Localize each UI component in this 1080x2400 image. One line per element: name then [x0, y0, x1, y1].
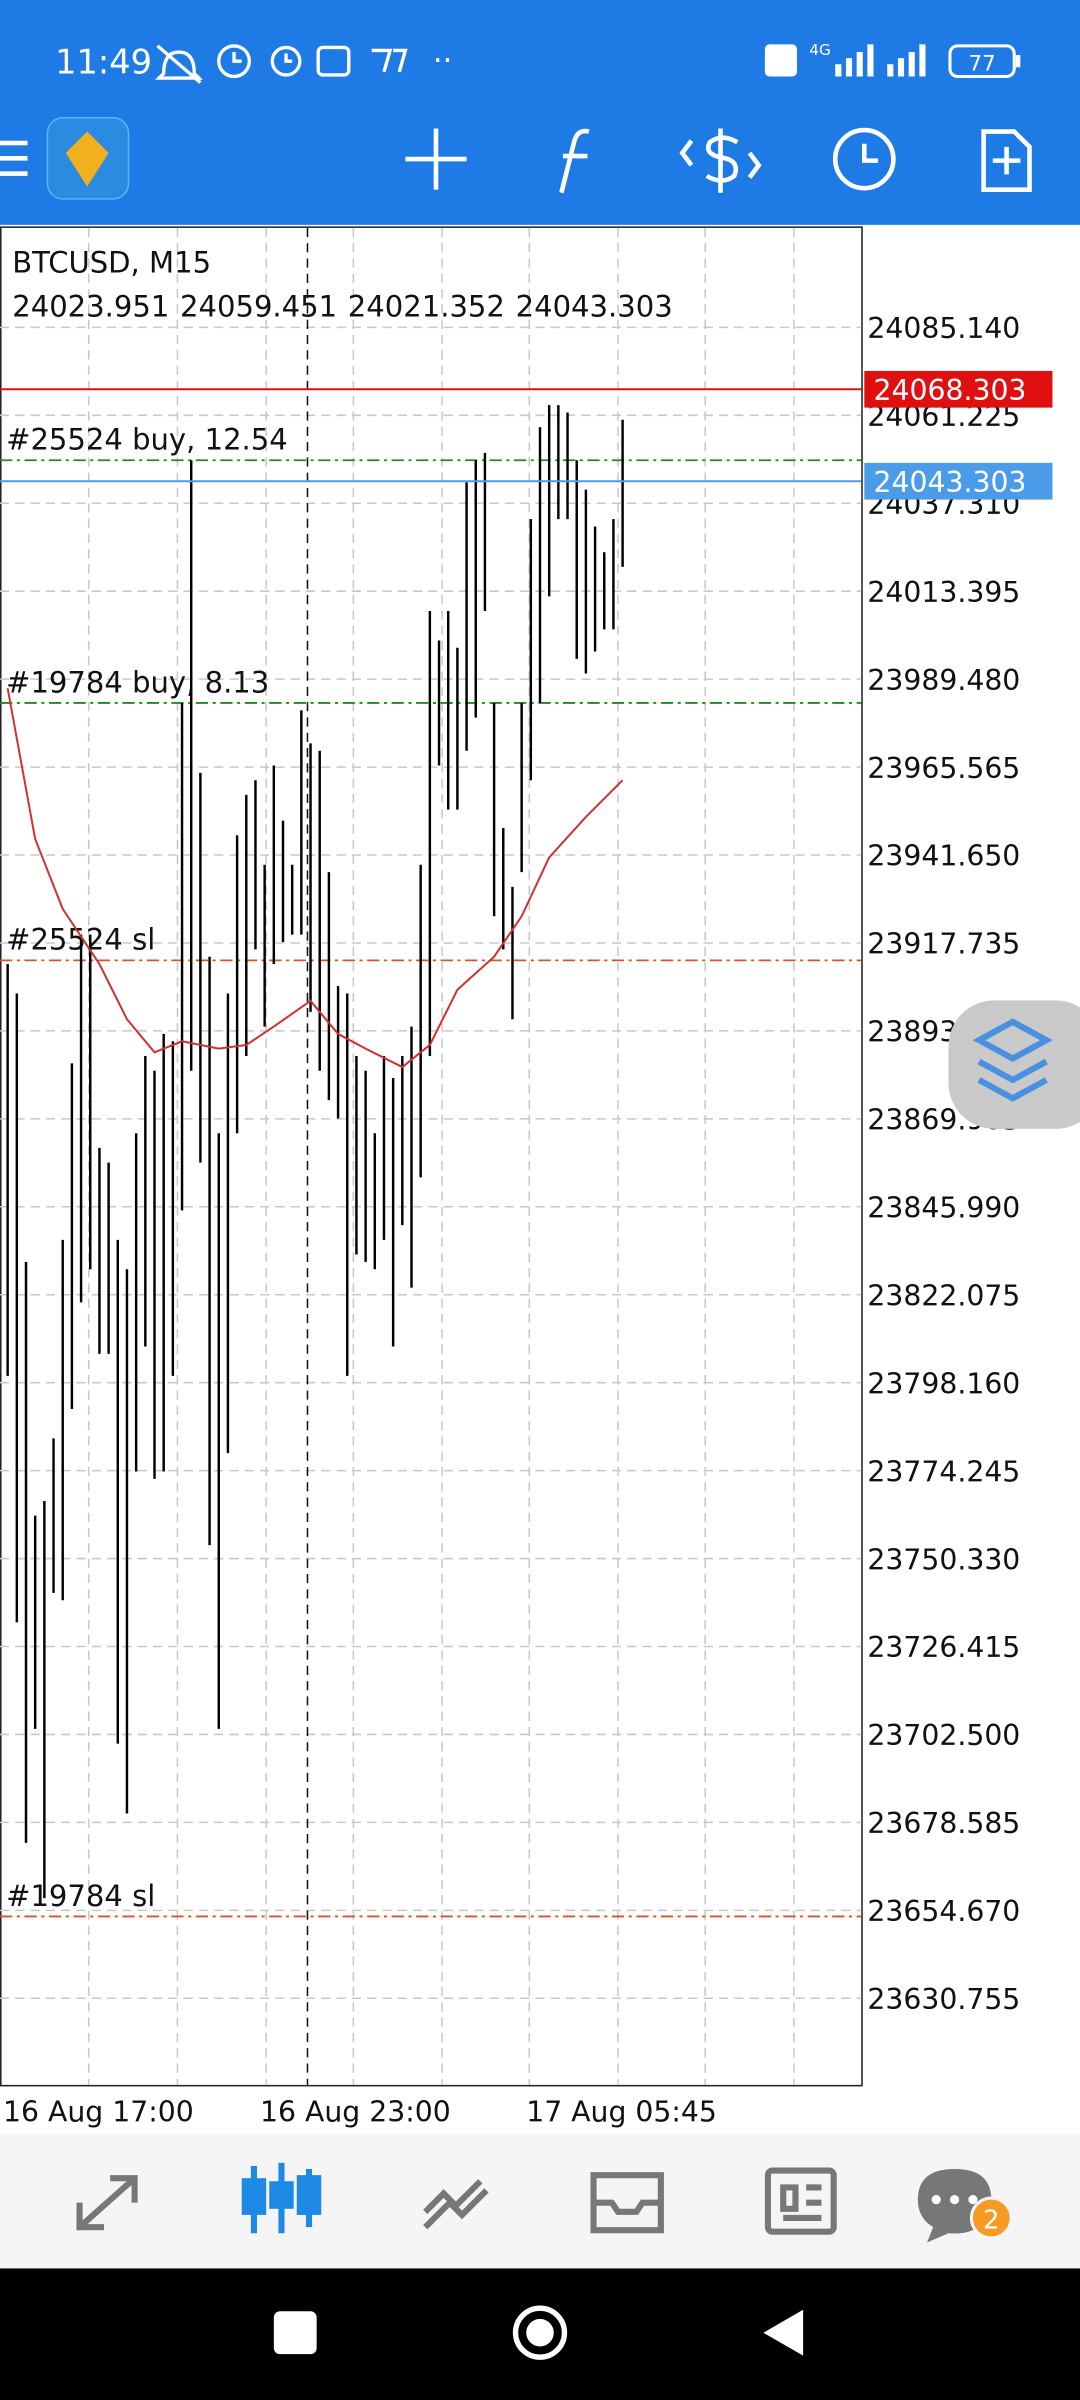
y-tick-label: 23798.160 [867, 1367, 1020, 1400]
toolbar-icons[interactable] [405, 127, 1032, 194]
volte-icon [764, 44, 797, 77]
chat-dots [931, 2195, 978, 2205]
ohlc-header: 24023.951 24059.451 24021.352 24043.303 [12, 290, 672, 324]
x-tick-label: 17 Aug 05:45 [526, 2096, 717, 2129]
chart-title: BTCUSD, M15 [12, 245, 211, 279]
nav-charts[interactable] [241, 2162, 322, 2234]
price-tag [864, 462, 1053, 500]
y-tick-label: 23630.755 [867, 1983, 1020, 2016]
status-icons [155, 44, 408, 84]
app-icon-glyph [65, 131, 109, 187]
close: 24043.303 [516, 290, 673, 324]
high: 24059.451 [180, 290, 337, 324]
axis: 24085.14024061.22524037.31024013.3952398… [3, 312, 1053, 2129]
y-tick-label: 23750.330 [867, 1543, 1020, 1576]
order-label: #25524 buy, 12.54 [6, 423, 288, 457]
y-tick-label: 23774.245 [867, 1455, 1020, 1488]
price-tag-label: 24043.303 [873, 466, 1026, 499]
clock: 11:49 [55, 42, 152, 81]
y-tick-label: 23702.500 [867, 1719, 1020, 1752]
y-tick-label: 23726.415 [867, 1631, 1020, 1664]
bottom-nav [0, 2133, 1080, 2269]
y-tick-label: 23941.650 [867, 840, 1020, 873]
home-dot [526, 2318, 554, 2347]
y-tick-label: 23965.565 [867, 752, 1020, 785]
price-tag [864, 370, 1053, 408]
back-button[interactable] [763, 2309, 804, 2356]
moving-average [6, 688, 624, 1069]
battery-outline [948, 44, 1016, 79]
chart-frame [0, 226, 863, 2087]
y-tick-label: 23678.585 [867, 1807, 1020, 1840]
recents-button[interactable] [273, 2311, 317, 2355]
status-more: ·· [433, 43, 452, 78]
order-label: #19784 sl [6, 1879, 155, 1913]
battery-tip [1015, 55, 1021, 68]
y-tick-label: 23822.075 [867, 1279, 1020, 1312]
x-tick-label: 16 Aug 17:00 [3, 2096, 194, 2129]
float-icon [972, 1018, 1053, 1102]
y-tick-label: 23654.670 [867, 1895, 1020, 1928]
signal-icons [835, 44, 926, 77]
y-tick-label: 24013.395 [867, 576, 1020, 609]
nav-icons[interactable] [76, 2167, 837, 2235]
price-tag-label: 24068.303 [873, 374, 1026, 407]
network-type: 4G [809, 41, 831, 59]
battery-level: 77 [968, 51, 995, 76]
badge [969, 2196, 1013, 2240]
v-grid [87, 227, 795, 2085]
low: 24021.352 [348, 290, 505, 324]
y-tick-label: 23845.990 [867, 1192, 1020, 1225]
menu-button[interactable] [0, 140, 28, 176]
x-tick-label: 16 Aug 23:00 [260, 2096, 451, 2129]
plot: #25524 buy, 12.54#19784 buy, 8.13#25524 … [0, 388, 862, 1918]
order-label: #19784 buy, 8.13 [6, 665, 269, 699]
badge-count: 2 [983, 2206, 1000, 2236]
float-button[interactable] [948, 1000, 1080, 1129]
header-bg [0, 0, 1080, 225]
y-tick-label: 23917.735 [867, 928, 1020, 961]
y-tick-label: 24085.140 [867, 312, 1020, 345]
y-tick-label: 23989.480 [867, 664, 1020, 697]
open: 24023.951 [12, 290, 169, 324]
home-button[interactable] [512, 2305, 568, 2360]
